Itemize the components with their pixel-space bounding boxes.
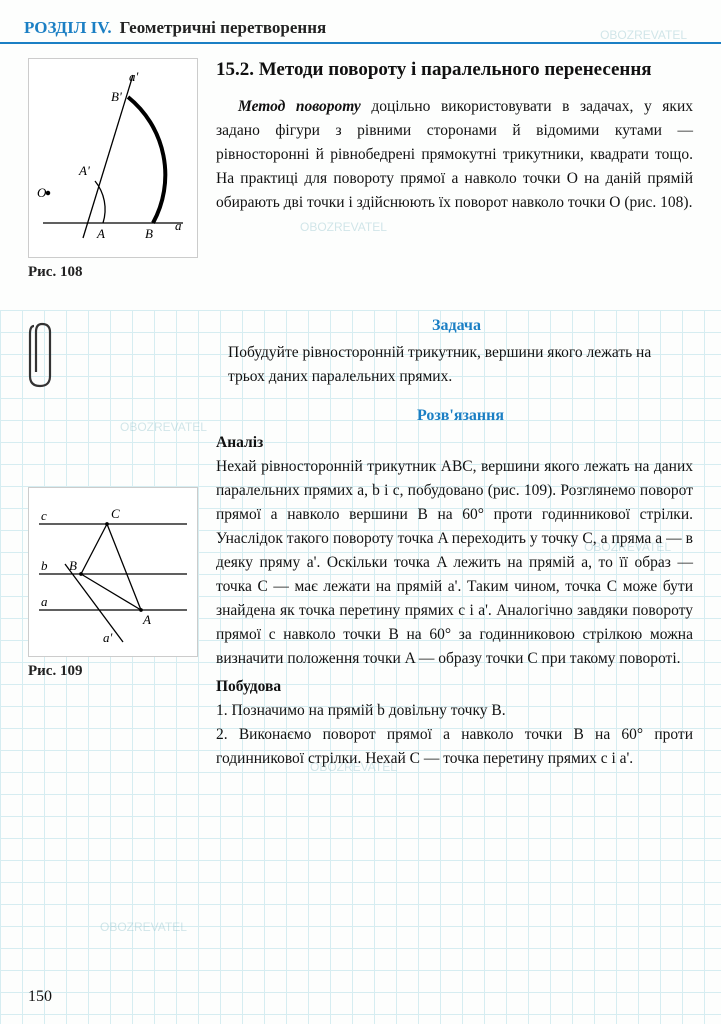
- svg-text:A': A': [78, 163, 90, 178]
- figure-108-caption: Рис. 108: [28, 264, 198, 281]
- analysis-label: Аналіз: [216, 431, 693, 455]
- svg-text:a: a: [175, 218, 182, 233]
- problem-body: Побудуйте рівносторонній трикутник, верш…: [228, 341, 685, 389]
- construction-step-1: 1. Позначимо на прямій b довільну точку …: [216, 699, 693, 723]
- problem-title: Задача: [228, 317, 685, 335]
- page-body: O A B a A' B' a' Рис. 108 15.2.: [0, 58, 721, 771]
- svg-text:B: B: [145, 226, 153, 241]
- solution-block: Розв'язання: [28, 407, 693, 771]
- svg-text:a: a: [41, 594, 48, 609]
- intro-paragraph: Метод повороту доцільно використовувати …: [216, 95, 693, 215]
- svg-text:a': a': [103, 630, 113, 645]
- method-name: Метод повороту: [238, 98, 361, 115]
- problem-block: Задача Побудуйте рівносторонній трикутни…: [28, 317, 693, 389]
- subsection-title: Методи повороту і паралельного перенесен…: [259, 59, 652, 80]
- subsection-number: 15.2.: [216, 59, 254, 80]
- solution-text: Аналіз Нехай рівносторонній трикутник AB…: [216, 431, 693, 771]
- svg-text:a': a': [129, 69, 139, 84]
- figure-108-svg: O A B a A' B' a': [33, 63, 193, 253]
- section-title: Геометричні перетворення: [120, 18, 327, 38]
- solution-title: Розв'язання: [28, 407, 693, 425]
- section-number: РОЗДІЛ IV.: [24, 18, 112, 38]
- analysis-body: Нехай рівносторонній трикутник ABC, верш…: [216, 455, 693, 671]
- construction-step-2: 2. Виконаємо поворот прямої a навколо то…: [216, 723, 693, 771]
- figure-109-caption: Рис. 109: [28, 663, 198, 680]
- svg-text:B': B': [111, 89, 122, 104]
- intro-text-column: 15.2. Методи повороту і паралельного пер…: [216, 58, 693, 281]
- svg-text:A: A: [142, 612, 151, 627]
- svg-text:b: b: [41, 558, 48, 573]
- figure-109-svg: c b a a' C B A: [33, 492, 193, 652]
- subsection-heading: 15.2. Методи повороту і паралельного пер…: [216, 58, 693, 83]
- svg-text:A: A: [96, 226, 105, 241]
- page-header: РОЗДІЛ IV. Геометричні перетворення: [0, 18, 721, 44]
- top-row: O A B a A' B' a' Рис. 108 15.2.: [28, 58, 693, 281]
- svg-text:C: C: [111, 506, 120, 521]
- figure-108: O A B a A' B' a': [28, 58, 198, 258]
- figure-109-column: c b a a' C B A Рис. 109: [28, 431, 198, 771]
- figure-109: c b a a' C B A: [28, 487, 198, 657]
- textbook-page: OBOZREVATEL OBOZREVATEL OBOZREVATEL OBOZ…: [0, 0, 721, 1024]
- construction-label: Побудова: [216, 675, 693, 699]
- figure-108-column: O A B a A' B' a' Рис. 108: [28, 58, 198, 281]
- svg-text:O: O: [37, 185, 47, 200]
- svg-text:c: c: [41, 508, 47, 523]
- page-number: 150: [28, 988, 52, 1006]
- svg-text:B: B: [69, 558, 77, 573]
